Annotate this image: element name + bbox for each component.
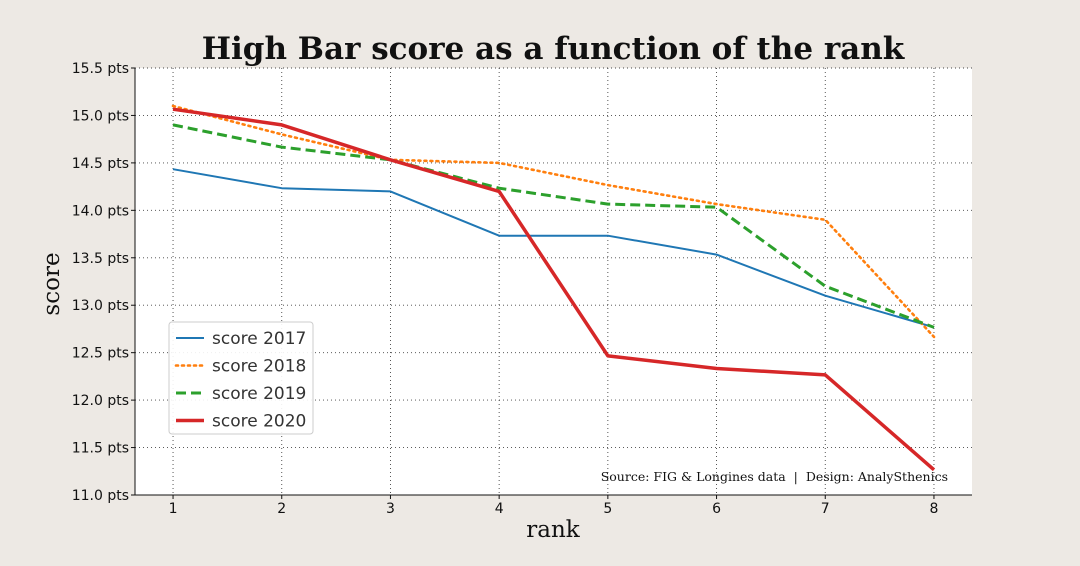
source-annotation: Source: FIG & Longines data | Design: An…	[601, 469, 948, 484]
x-tick-label: 6	[712, 501, 721, 517]
series-line-score-2017	[172, 168, 935, 329]
y-tick-label: 13.5 pts	[72, 251, 129, 267]
series-lines	[171, 104, 936, 472]
series-line-score-2019	[172, 123, 935, 329]
chart-title: High Bar score as a function of the rank	[202, 31, 906, 67]
y-tick-label: 15.0 pts	[72, 108, 129, 124]
y-tick-label: 12.5 pts	[72, 346, 129, 362]
legend-label: score 2017	[212, 329, 306, 349]
y-tick-label: 14.0 pts	[72, 203, 129, 219]
x-tick-label: 8	[929, 501, 938, 517]
legend-label: score 2019	[212, 384, 306, 404]
x-axis-label: rank	[526, 517, 581, 543]
legend: score 2017 score 2018 score 2019 score 2020	[168, 321, 314, 435]
y-tick-label: 11.5 pts	[72, 441, 129, 457]
x-tick-label: 5	[603, 501, 612, 517]
legend-box	[168, 321, 314, 435]
y-tick-label: 11.0 pts	[72, 488, 129, 504]
x-tick-label: 1	[169, 501, 178, 517]
y-tick-label: 12.0 pts	[72, 393, 129, 409]
y-tick-label: 15.5 pts	[72, 61, 129, 77]
series-line-score-2020	[172, 107, 936, 472]
legend-label: score 2018	[212, 357, 306, 377]
x-tick-label: 7	[821, 501, 830, 517]
x-tick-label: 3	[386, 501, 395, 517]
y-axis-ticks: 11.0 pts 11.5 pts 12.0 pts 12.5 pts 13.0 pts…	[72, 61, 135, 504]
axes	[134, 68, 972, 496]
x-tick-label: 2	[277, 501, 286, 517]
x-tick-label: 4	[495, 501, 504, 517]
y-tick-label: 13.0 pts	[72, 298, 129, 314]
series-line-score-2018	[171, 104, 936, 339]
legend-label: score 2020	[212, 412, 306, 432]
y-axis-label: score	[39, 252, 65, 315]
y-tick-label: 14.5 pts	[72, 156, 129, 172]
x-axis-ticks: 1 2 3 4 5 6 7 8	[169, 495, 938, 517]
